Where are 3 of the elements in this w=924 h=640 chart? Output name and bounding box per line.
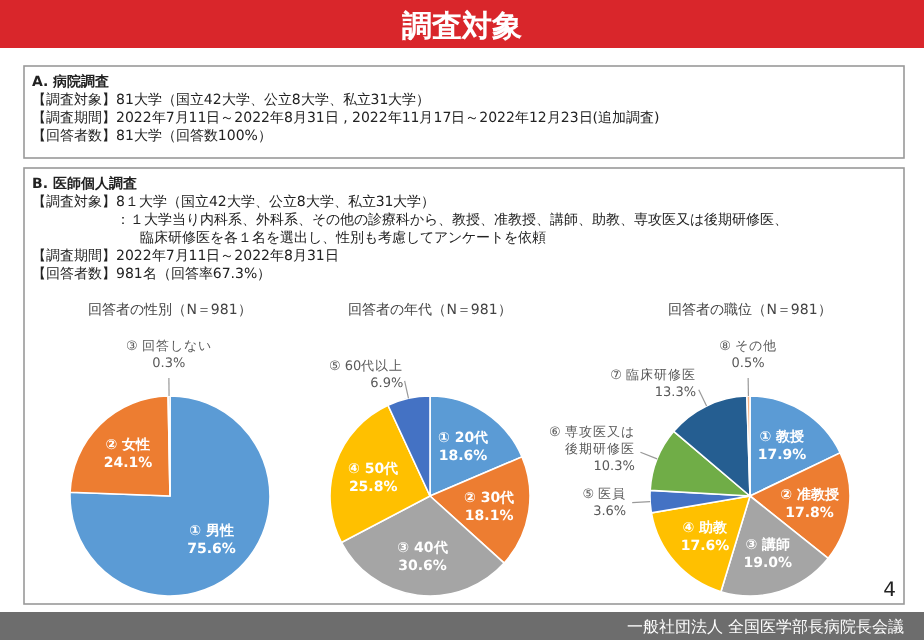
text: 調査対象 [402,8,522,44]
text: 一般社団法人 全国医学部長病院長会議 [626,618,904,636]
text: 4 [883,580,896,602]
